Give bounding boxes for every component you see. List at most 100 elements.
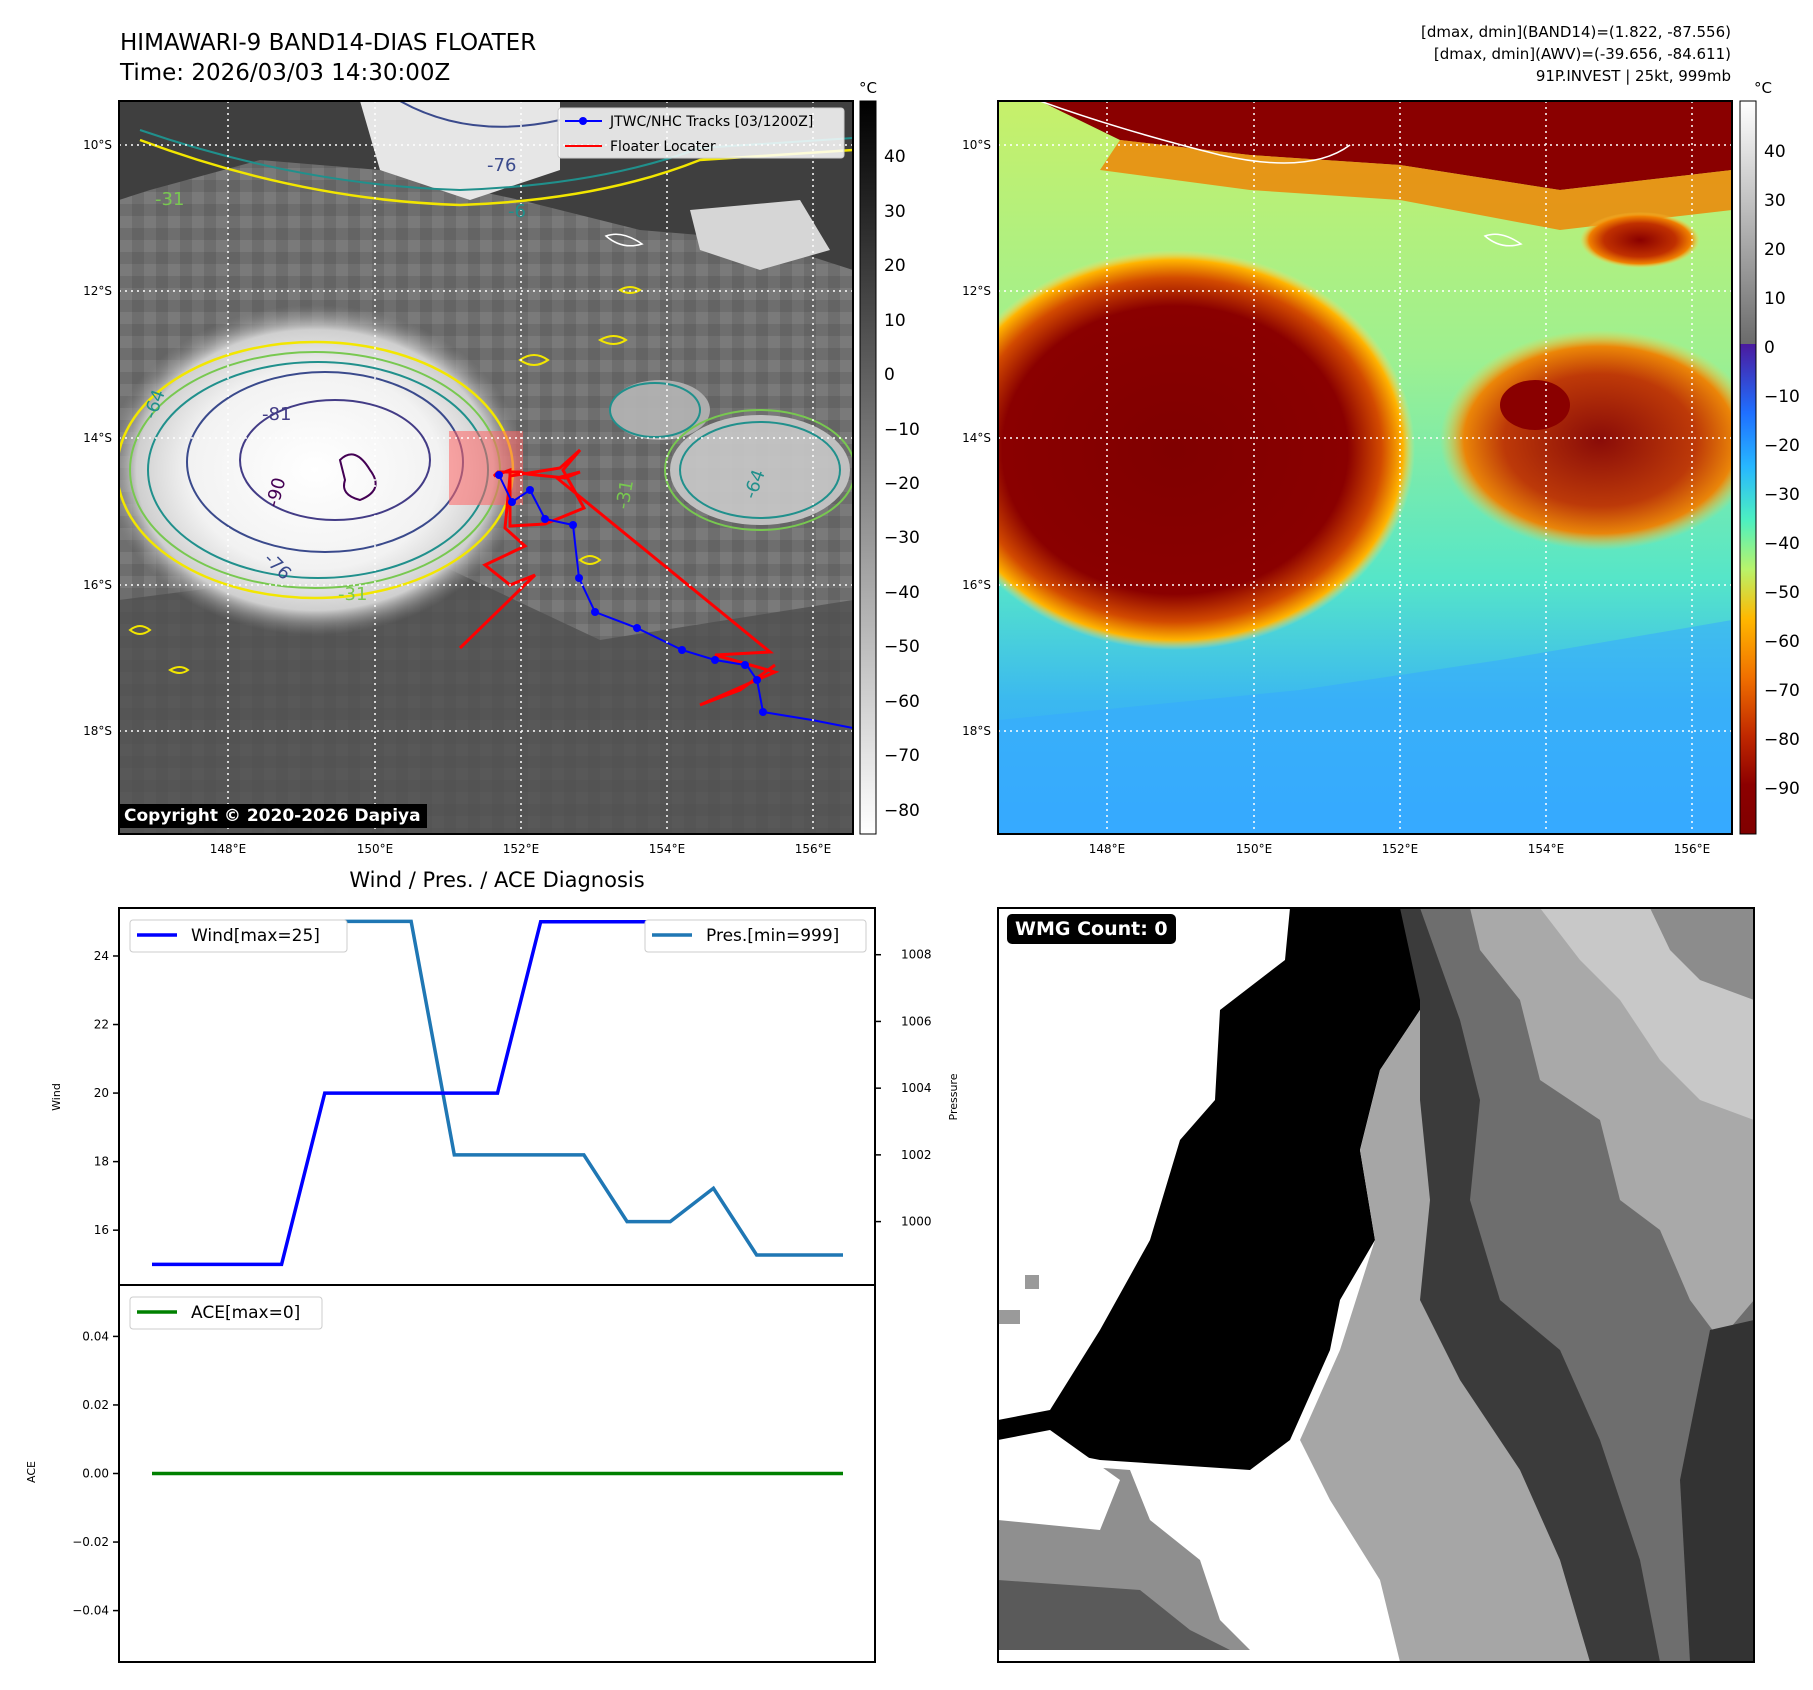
pressure-axis-label: Pressure bbox=[947, 1073, 960, 1120]
svg-text:14°S: 14°S bbox=[83, 431, 112, 445]
svg-text:−40: −40 bbox=[884, 583, 920, 603]
pressure-legend-label: Pres.[min=999] bbox=[706, 926, 839, 946]
ace-tick-label: 0.04 bbox=[82, 1329, 109, 1343]
ace-tick-label: −0.02 bbox=[72, 1535, 109, 1549]
info-awv: [dmax, dmin](AWV)=(-39.656, -84.611) bbox=[1434, 45, 1731, 63]
svg-text:156°E: 156°E bbox=[1674, 842, 1711, 856]
svg-text:−10: −10 bbox=[1764, 387, 1800, 407]
diagnosis-title: Wind / Pres. / ACE Diagnosis bbox=[349, 868, 644, 892]
ir-lat-ticks: 10°S 12°S 14°S 16°S 18°S bbox=[83, 138, 112, 738]
wind-legend-label: Wind[max=25] bbox=[191, 926, 320, 946]
svg-text:-76: -76 bbox=[487, 155, 516, 176]
svg-text:10°S: 10°S bbox=[83, 138, 112, 152]
svg-text:−90: −90 bbox=[1764, 779, 1800, 799]
svg-text:−50: −50 bbox=[1764, 583, 1800, 603]
svg-text:14°S: 14°S bbox=[962, 431, 991, 445]
ir-colorbar-ticks: 40 30 20 10 0 −10 −20 −30 −40 −50 −60 −7… bbox=[884, 147, 920, 821]
svg-text:16°S: 16°S bbox=[962, 578, 991, 592]
svg-text:−80: −80 bbox=[1764, 730, 1800, 750]
svg-text:10: 10 bbox=[1764, 289, 1786, 309]
svg-text:−30: −30 bbox=[1764, 485, 1800, 505]
wind-tick-label: 20 bbox=[94, 1086, 109, 1100]
svg-text:10°S: 10°S bbox=[962, 138, 991, 152]
ir-colorbar-unit: °C bbox=[859, 79, 877, 97]
svg-text:40: 40 bbox=[1764, 142, 1786, 162]
figure-time: Time: 2026/03/03 14:30:00Z bbox=[119, 60, 450, 86]
svg-text:−60: −60 bbox=[1764, 632, 1800, 652]
ir-map-frame bbox=[118, 100, 854, 835]
svg-text:−60: −60 bbox=[884, 692, 920, 712]
svg-text:20: 20 bbox=[884, 256, 906, 276]
pressure-tick-label: 1002 bbox=[901, 1148, 932, 1162]
svg-text:150°E: 150°E bbox=[357, 842, 394, 856]
info-storm: 91P.INVEST | 25kt, 999mb bbox=[1536, 67, 1731, 85]
svg-text:−40: −40 bbox=[1764, 534, 1800, 554]
svg-text:20: 20 bbox=[1764, 240, 1786, 260]
svg-text:−50: −50 bbox=[884, 637, 920, 657]
svg-text:0: 0 bbox=[1764, 338, 1775, 358]
svg-text:16°S: 16°S bbox=[83, 578, 112, 592]
svg-text:-31: -31 bbox=[155, 189, 184, 210]
svg-text:152°E: 152°E bbox=[503, 842, 540, 856]
wind-legend: Wind[max=25] bbox=[129, 919, 348, 953]
pressure-tick-label: 1004 bbox=[901, 1081, 932, 1095]
svg-text:−10: −10 bbox=[884, 420, 920, 440]
floater-locater-track bbox=[458, 448, 780, 707]
svg-text:−70: −70 bbox=[1764, 681, 1800, 701]
awv-colorbar-ticks: 40 30 20 10 0 −10 −20 −30 −40 −50 −60 −7… bbox=[1764, 142, 1800, 799]
storm-cloud-top bbox=[119, 305, 525, 635]
wind-pressure-frame bbox=[118, 907, 876, 1286]
svg-text:-6: -6 bbox=[508, 201, 526, 222]
svg-text:154°E: 154°E bbox=[1528, 842, 1565, 856]
svg-text:12°S: 12°S bbox=[83, 284, 112, 298]
ace-legend: ACE[max=0] bbox=[129, 1296, 323, 1330]
svg-text:-31: -31 bbox=[612, 478, 638, 511]
svg-text:12°S: 12°S bbox=[962, 284, 991, 298]
figure-title: HIMAWARI-9 BAND14-DIAS FLOATER bbox=[120, 30, 536, 56]
ace-axis-label: ACE bbox=[25, 1461, 38, 1483]
svg-text:-81: -81 bbox=[262, 404, 291, 425]
wmg-black-band bbox=[998, 908, 1740, 1470]
svg-text:-31: -31 bbox=[338, 584, 367, 605]
contour-minus81 bbox=[239, 399, 431, 521]
wmg-panel bbox=[997, 907, 1755, 1663]
wmg-frame bbox=[997, 907, 1755, 1663]
pressure-tick-label: 1006 bbox=[901, 1014, 932, 1028]
svg-text:152°E: 152°E bbox=[1382, 842, 1419, 856]
svg-text:0: 0 bbox=[884, 365, 895, 385]
wind-tick-label: 24 bbox=[94, 949, 109, 963]
svg-text:−20: −20 bbox=[1764, 436, 1800, 456]
awv-core bbox=[998, 250, 1415, 650]
svg-text:156°E: 156°E bbox=[795, 842, 832, 856]
awv-colorbar: °C 40 30 20 10 0 −10 −20 −30 −40 −50 −60… bbox=[1739, 79, 1800, 835]
awv-map-panel: 148°E 150°E 152°E 154°E 156°E 10°S 12°S … bbox=[962, 79, 1800, 856]
floater-box bbox=[449, 431, 523, 505]
pressure-tick-label: 1008 bbox=[901, 948, 932, 962]
awv-map-frame bbox=[997, 100, 1733, 835]
copyright-label: Copyright © 2020-2026 Dapiya bbox=[118, 804, 427, 828]
svg-text:150°E: 150°E bbox=[1236, 842, 1273, 856]
ace-tick-label: −0.04 bbox=[72, 1604, 109, 1618]
contour-minus90 bbox=[338, 453, 377, 502]
svg-text:40: 40 bbox=[884, 147, 906, 167]
svg-text:148°E: 148°E bbox=[1089, 842, 1126, 856]
ace-legend-label: ACE[max=0] bbox=[191, 1303, 300, 1323]
svg-text:18°S: 18°S bbox=[83, 724, 112, 738]
ace-tick-label: 0.00 bbox=[82, 1467, 109, 1481]
svg-text:30: 30 bbox=[884, 202, 906, 222]
ir-legend: JTWC/NHC Tracks [03/1200Z] Floater Locat… bbox=[557, 107, 845, 159]
pressure-legend: Pres.[min=999] bbox=[644, 919, 867, 953]
ir-map-panel: -81 -76 -76 -90 -31 -31 -64 -64 -31 -6 J… bbox=[83, 79, 920, 856]
legend-track-label: JTWC/NHC Tracks [03/1200Z] bbox=[609, 114, 813, 130]
svg-text:30: 30 bbox=[1764, 191, 1786, 211]
wind-tick-label: 18 bbox=[94, 1155, 109, 1169]
awv-gridlines bbox=[998, 101, 1732, 834]
wmg-count-badge: WMG Count: 0 bbox=[1007, 914, 1176, 944]
svg-text:−80: −80 bbox=[884, 801, 920, 821]
awv-lon-ticks: 148°E 150°E 152°E 154°E 156°E bbox=[1089, 842, 1711, 856]
ir-lon-ticks: 148°E 150°E 152°E 154°E 156°E bbox=[210, 842, 832, 856]
svg-text:−30: −30 bbox=[884, 528, 920, 548]
awv-lat-ticks: 10°S 12°S 14°S 16°S 18°S bbox=[962, 138, 991, 738]
svg-text:148°E: 148°E bbox=[210, 842, 247, 856]
